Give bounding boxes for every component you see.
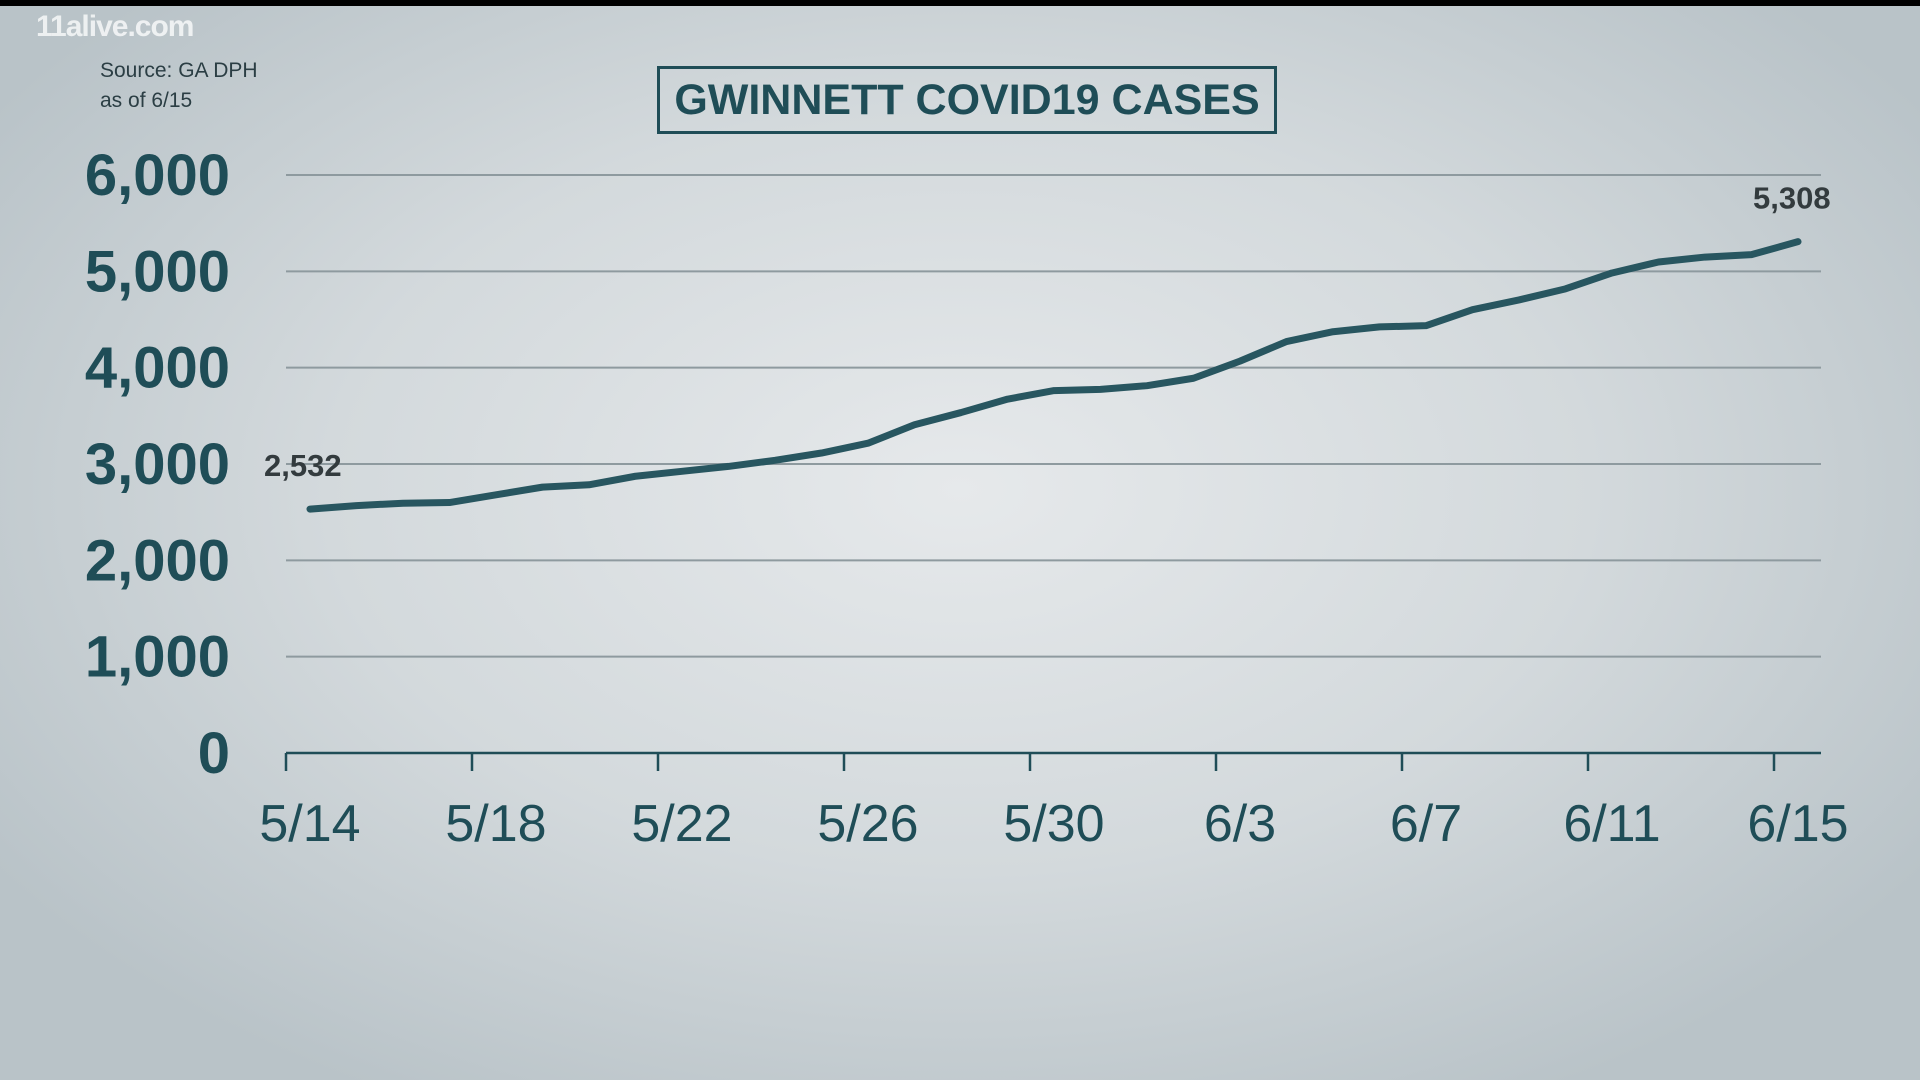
- x-tick-label: 5/30: [1003, 795, 1104, 853]
- chart-title: GWINNETT COVID19 CASES: [657, 66, 1277, 134]
- source-line: Source: GA DPH: [100, 59, 258, 82]
- x-tick-label: 5/14: [259, 795, 360, 853]
- x-tick-label: 6/7: [1390, 795, 1462, 853]
- y-tick-label: 0: [198, 721, 230, 786]
- chart-background: 11alive.com Source: GA DPH as of 6/15 GW…: [0, 6, 1920, 1080]
- y-tick-label: 6,000: [85, 143, 230, 208]
- y-tick-label: 1,000: [85, 625, 230, 690]
- data-label: 5,308: [1753, 181, 1831, 216]
- x-tick-label: 6/11: [1563, 795, 1660, 853]
- series-line: [306, 238, 1802, 513]
- source-note: Source: GA DPH as of 6/15: [100, 56, 258, 116]
- x-tick-label: 5/22: [631, 795, 732, 853]
- x-tick-label: 6/15: [1747, 795, 1848, 853]
- as-of-line: as of 6/15: [100, 89, 193, 112]
- watermark-logo: 11alive.com: [36, 10, 194, 43]
- y-tick-label: 3,000: [85, 432, 230, 497]
- y-tick-label: 2,000: [85, 528, 230, 593]
- y-tick-label: 4,000: [85, 336, 230, 401]
- y-tick-label: 5,000: [85, 239, 230, 304]
- x-tick-label: 5/26: [817, 795, 918, 853]
- data-label: 2,532: [264, 448, 342, 483]
- x-tick-label: 6/3: [1204, 795, 1276, 853]
- x-tick-label: 5/18: [445, 795, 546, 853]
